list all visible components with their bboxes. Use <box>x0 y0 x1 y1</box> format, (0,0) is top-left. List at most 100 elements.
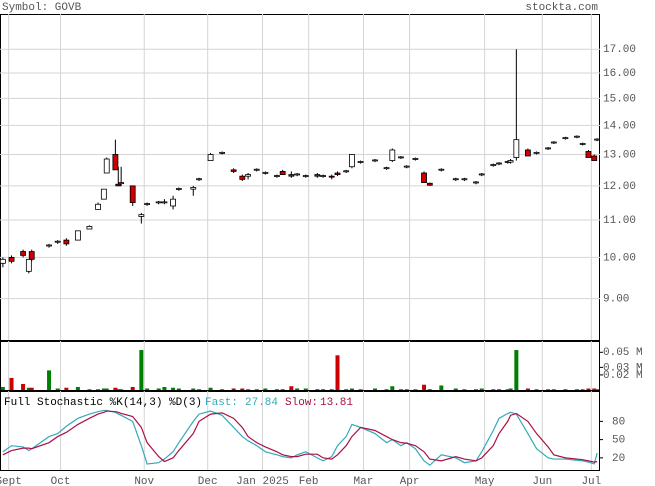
x-tick-label: Dec <box>198 476 218 486</box>
candle-body <box>403 165 410 168</box>
volume-bar <box>0 386 5 390</box>
volume-bar <box>240 388 245 390</box>
candle-body <box>196 178 202 181</box>
volume-bar <box>413 389 418 390</box>
y-tick-label: 9.00 <box>603 294 629 306</box>
volume-bar <box>104 388 109 390</box>
candle-body <box>25 258 32 272</box>
volume-tick-label: 0.05 M <box>603 347 643 359</box>
volume-bar <box>55 388 60 390</box>
candle-body <box>328 175 335 178</box>
candle-body <box>138 214 145 217</box>
volume-bar <box>329 389 334 390</box>
candle-body <box>288 174 295 177</box>
volume-bar <box>47 370 52 390</box>
volume-bar <box>220 389 225 390</box>
volume-bar <box>335 355 340 390</box>
x-tick-label: Mar <box>354 476 374 486</box>
volume-bar <box>231 388 236 390</box>
y-tick-label: 13.00 <box>603 149 636 161</box>
candle-body <box>129 185 136 203</box>
volume-bar <box>546 389 551 390</box>
slow-value: 13.81 <box>320 397 353 409</box>
stochastic-tick-label: 80 <box>612 416 625 428</box>
symbol-label: Symbol: GOVB <box>2 2 82 14</box>
candle-body <box>461 178 468 181</box>
candle-body <box>262 171 269 174</box>
candle-body <box>86 226 93 230</box>
candle-body <box>155 201 162 204</box>
volume-bar <box>145 388 150 390</box>
volume-bar <box>439 385 444 390</box>
candle-body <box>170 198 176 207</box>
candle-body <box>478 173 485 176</box>
candle-body <box>421 172 427 184</box>
volume-bar <box>497 389 502 390</box>
candle-body <box>103 158 110 174</box>
candle-body <box>372 159 378 162</box>
candle-body <box>100 188 107 200</box>
candle-body <box>591 155 598 161</box>
x-tick-label: Nov <box>134 476 154 486</box>
volume-bar <box>551 389 556 390</box>
candle-body <box>550 141 557 144</box>
candle-body <box>54 240 61 243</box>
candle-body <box>8 256 15 262</box>
candle-body <box>490 164 497 166</box>
x-tick-label: Oct <box>51 476 71 486</box>
volume-bar <box>75 386 80 390</box>
volume-bar <box>586 388 591 390</box>
volume-bar <box>315 389 320 390</box>
x-tick-label: Jan 2025 <box>236 476 289 486</box>
candle-body <box>161 201 168 204</box>
volume-bar <box>162 386 167 390</box>
volume-bar <box>321 389 326 390</box>
candle-body <box>594 138 601 141</box>
candle-body <box>239 175 246 180</box>
y-tick-label: 10.00 <box>603 252 636 264</box>
volume-bar <box>119 389 124 390</box>
slow-label: Slow: <box>285 397 318 409</box>
volume-bar <box>508 388 513 390</box>
candle-body <box>190 187 197 190</box>
candle-body <box>28 251 35 260</box>
x-tick-label: Jul <box>581 476 601 486</box>
candle-body <box>112 154 119 171</box>
candle-body <box>118 182 125 185</box>
volume-panel <box>0 341 600 391</box>
volume-bar <box>473 389 478 390</box>
candle-body <box>115 183 122 187</box>
fast-label: Fast: <box>205 397 238 409</box>
volume-bar <box>479 388 484 390</box>
x-tick-label: Sept <box>0 476 22 486</box>
x-tick-label: Feb <box>299 476 319 486</box>
stochastic-title: Full Stochastic %K(14,3) %D(3) <box>4 397 202 409</box>
content: Sept Oct Nov Dec Jan 2025 Feb Mar Apr May Jun Jul 9… <box>0 14 643 486</box>
candle-body <box>63 239 70 245</box>
volume-bar <box>191 388 196 390</box>
x-tick-label: Apr <box>400 476 420 486</box>
source-label: stockta.com <box>525 2 598 14</box>
candle-body <box>230 169 237 172</box>
volume-bar <box>349 388 354 390</box>
volume-bar <box>595 389 600 390</box>
candle-body <box>452 178 459 181</box>
volume-bar <box>563 389 568 390</box>
volume-bar <box>176 388 181 390</box>
candle-body <box>320 175 326 177</box>
candle-body <box>574 135 580 138</box>
y-tick-label: 12.00 <box>603 181 636 193</box>
candle-body <box>579 143 586 145</box>
volume-bar <box>171 387 176 390</box>
volume-bar <box>427 389 432 390</box>
volume-bar <box>26 387 31 390</box>
volume-bar <box>505 389 510 390</box>
volume-bar <box>534 389 539 390</box>
volume-bar <box>263 388 268 390</box>
volume-bar <box>384 389 389 390</box>
fast-value: 27.84 <box>245 397 278 409</box>
candle-body <box>426 182 433 186</box>
candle-body <box>334 172 341 175</box>
candle-body <box>383 167 390 170</box>
volume-tick-label: 0.03 M <box>603 362 643 374</box>
